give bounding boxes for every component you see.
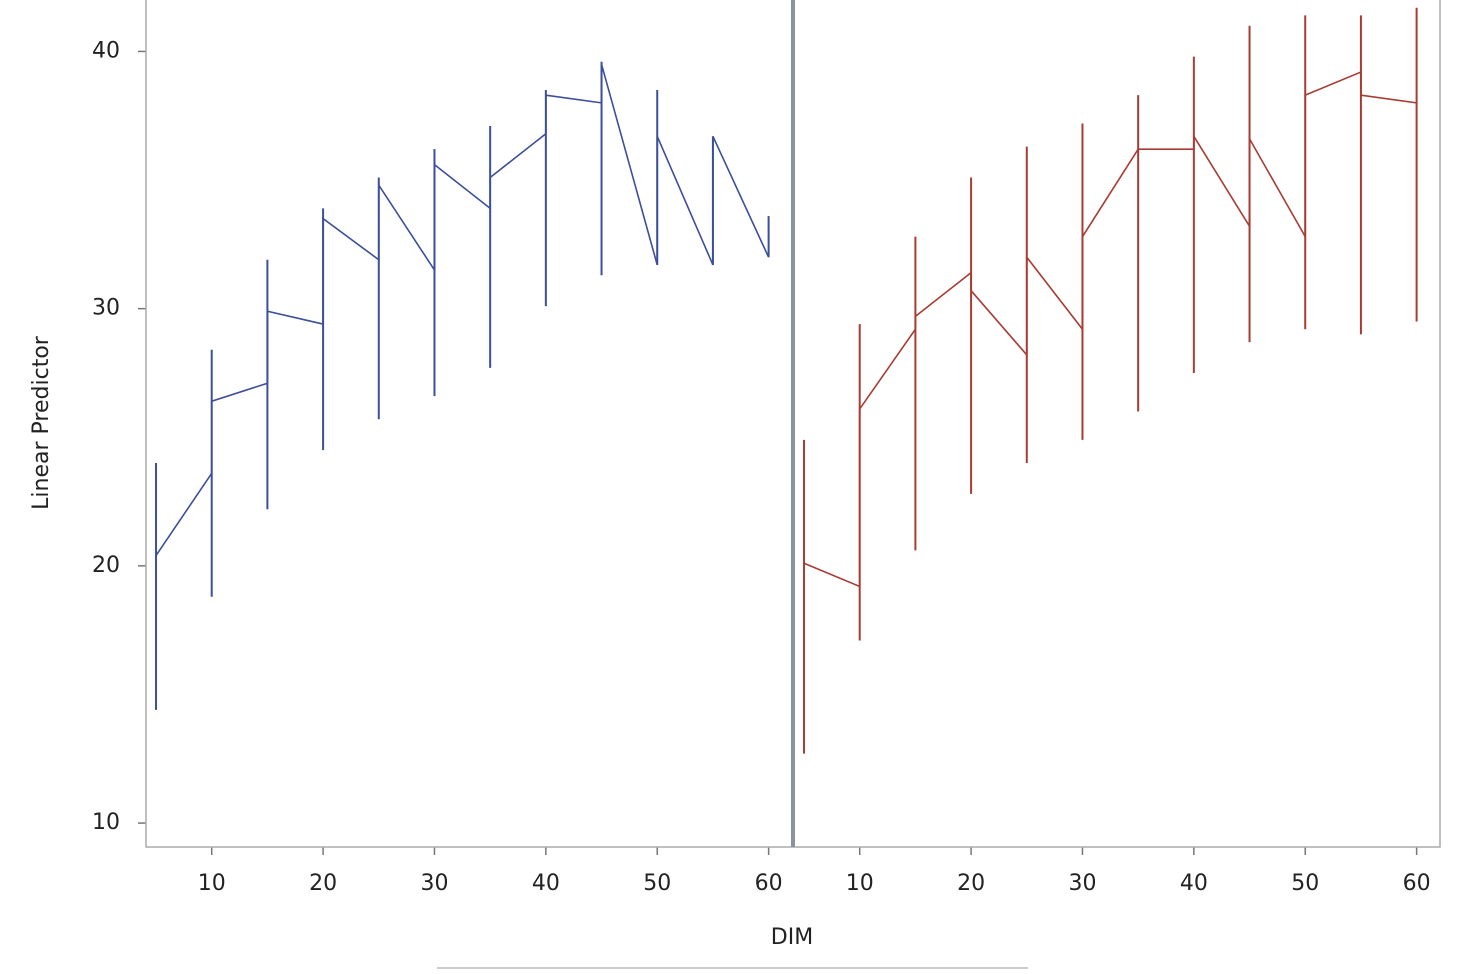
x-tick-label: 40 — [532, 871, 560, 896]
y-tick-label: 20 — [92, 553, 120, 578]
predictor-line — [803, 70, 1417, 588]
y-tick-label: 10 — [92, 810, 120, 835]
x-tick-label: 60 — [1403, 871, 1431, 896]
x-tick-label: 60 — [755, 871, 783, 896]
x-tick-label: 50 — [643, 871, 671, 896]
x-tick-label: 10 — [198, 871, 226, 896]
x-tick-label: 10 — [846, 871, 874, 896]
x-tick-label: 20 — [957, 871, 985, 896]
y-tick-label: 30 — [92, 296, 120, 321]
x-tick-label: 50 — [1291, 871, 1319, 896]
y-axis-label: Linear Predictor — [29, 335, 54, 510]
x-axis-label: DIM — [771, 925, 813, 950]
x-tick-label: 30 — [1068, 871, 1096, 896]
x-tick-label: 20 — [309, 871, 337, 896]
y-tick-label: 40 — [92, 38, 120, 63]
predictor-line — [155, 64, 770, 557]
x-tick-label: 30 — [420, 871, 448, 896]
x-tick-label: 40 — [1180, 871, 1208, 896]
